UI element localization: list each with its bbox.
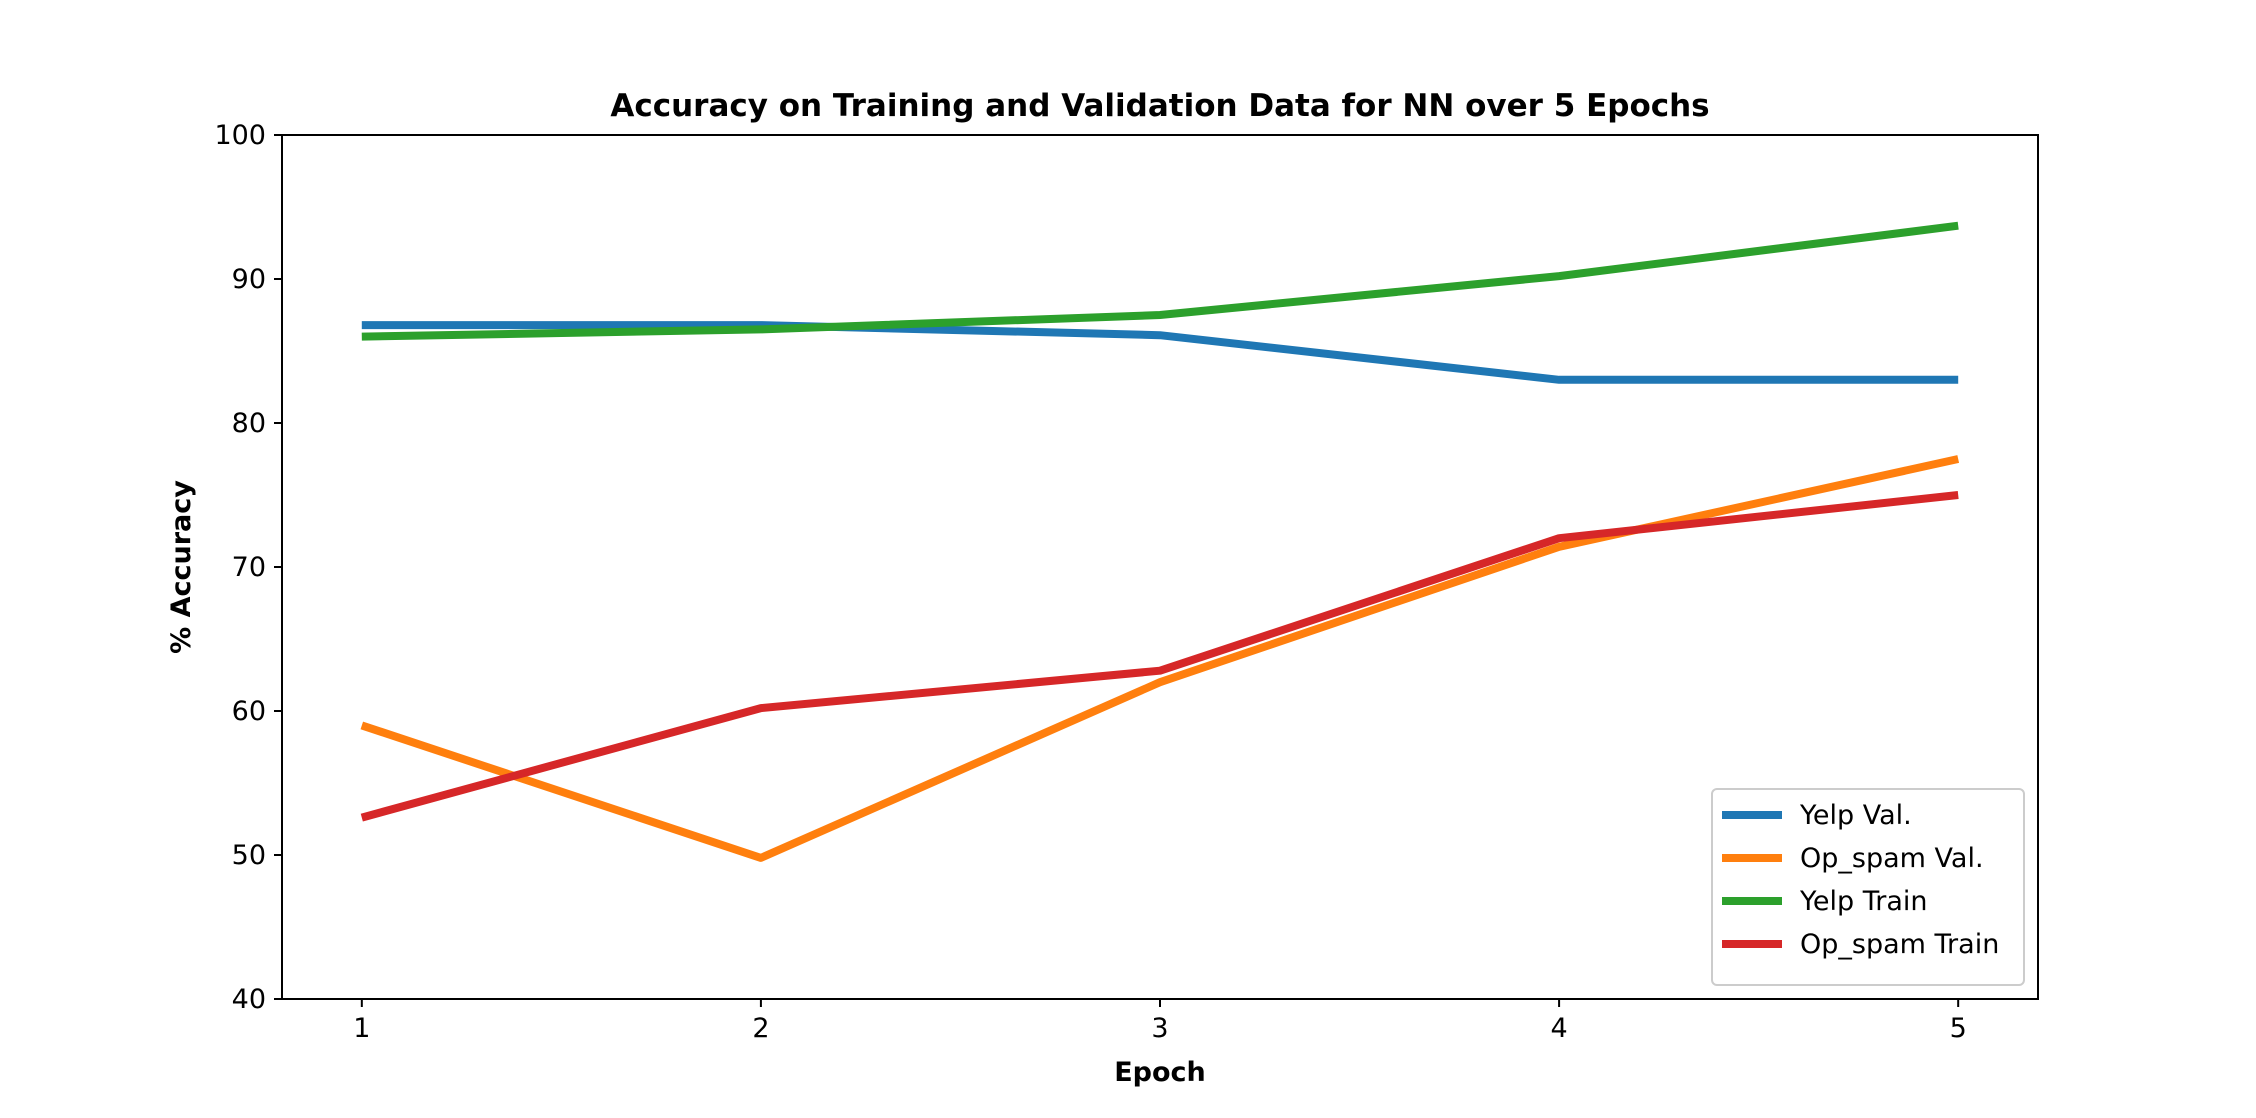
plot-area xyxy=(360,221,1960,862)
y-tick-label: 80 xyxy=(232,408,266,439)
x-tick-label: 1 xyxy=(353,1013,370,1044)
y-tick-label: 40 xyxy=(232,984,266,1015)
series-line-0 xyxy=(361,321,1959,384)
y-tick-label: 90 xyxy=(232,264,266,295)
x-tick-label: 3 xyxy=(1151,1013,1168,1044)
legend-label-1: Op_spam Val. xyxy=(1800,843,1984,874)
y-tick-label: 60 xyxy=(232,696,266,727)
y-tick-label: 50 xyxy=(232,840,266,871)
y-tick-label: 70 xyxy=(232,552,266,583)
legend-box xyxy=(1711,788,2025,986)
axis-ticks: 1 2 3 4 5 40 50 60 70 80 90 100 xyxy=(214,120,1966,1044)
y-axis-label: % Accuracy xyxy=(166,480,197,654)
y-tick-label: 100 xyxy=(214,120,266,151)
series-line-1 xyxy=(360,455,1960,862)
series-line-2 xyxy=(361,221,1959,341)
legend: Yelp Val. Op_spam Val. Yelp Train Op_spam T… xyxy=(1711,788,2025,986)
legend-label-0: Yelp Val. xyxy=(1799,800,1912,831)
chart-title: Accuracy on Training and Validation Data… xyxy=(610,88,1709,124)
legend-label-2: Yelp Train xyxy=(1799,886,1928,917)
x-axis-label: Epoch xyxy=(1114,1057,1206,1088)
legend-label-3: Op_spam Train xyxy=(1800,929,1999,960)
x-tick-label: 2 xyxy=(752,1013,769,1044)
series-line-3 xyxy=(360,491,1959,822)
x-tick-label: 5 xyxy=(1950,1013,1967,1044)
x-tick-label: 4 xyxy=(1550,1013,1567,1044)
